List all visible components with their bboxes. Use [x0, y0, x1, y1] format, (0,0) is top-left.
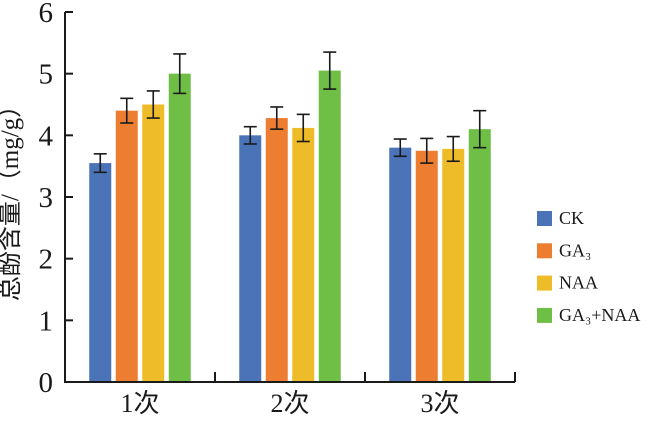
legend-swatch-0 — [537, 211, 552, 226]
bar-series2-cat1 — [292, 127, 315, 382]
y-tick-label: 2 — [39, 244, 54, 276]
bar-series2-cat0 — [142, 104, 165, 382]
x-category-label: 2次 — [270, 389, 309, 418]
y-tick-label: 0 — [39, 367, 54, 399]
bar-series3-cat0 — [168, 73, 191, 383]
x-category-label: 1次 — [120, 389, 159, 418]
y-tick-label: 4 — [39, 120, 54, 152]
y-tick-label: 3 — [39, 182, 54, 214]
x-category-label: 3次 — [420, 389, 459, 418]
y-axis-title: 总酚含量/（mg/g） — [0, 93, 24, 301]
bar-series0-cat1 — [239, 135, 262, 382]
legend-label-0: CK — [559, 208, 584, 228]
legend-label-3: GA₃+NAA — [559, 305, 640, 325]
legend-swatch-3 — [537, 307, 552, 323]
legend-swatch-1 — [537, 243, 552, 259]
y-tick-label: 1 — [39, 305, 54, 337]
legend-label-2: NAA — [559, 273, 598, 293]
bar-series0-cat0 — [89, 163, 112, 382]
bar-series2-cat2 — [442, 148, 465, 382]
bar-series0-cat2 — [389, 147, 412, 382]
y-tick-label: 6 — [39, 0, 54, 29]
y-tick-label: 5 — [39, 59, 54, 91]
bar-series3-cat1 — [318, 70, 341, 382]
bar-series1-cat0 — [115, 110, 138, 383]
bar-series1-cat1 — [265, 118, 288, 383]
legend-label-1: GA₃ — [559, 240, 591, 260]
bar-series1-cat2 — [415, 150, 438, 382]
bar-series3-cat2 — [468, 129, 491, 382]
legend-swatch-2 — [537, 275, 552, 291]
